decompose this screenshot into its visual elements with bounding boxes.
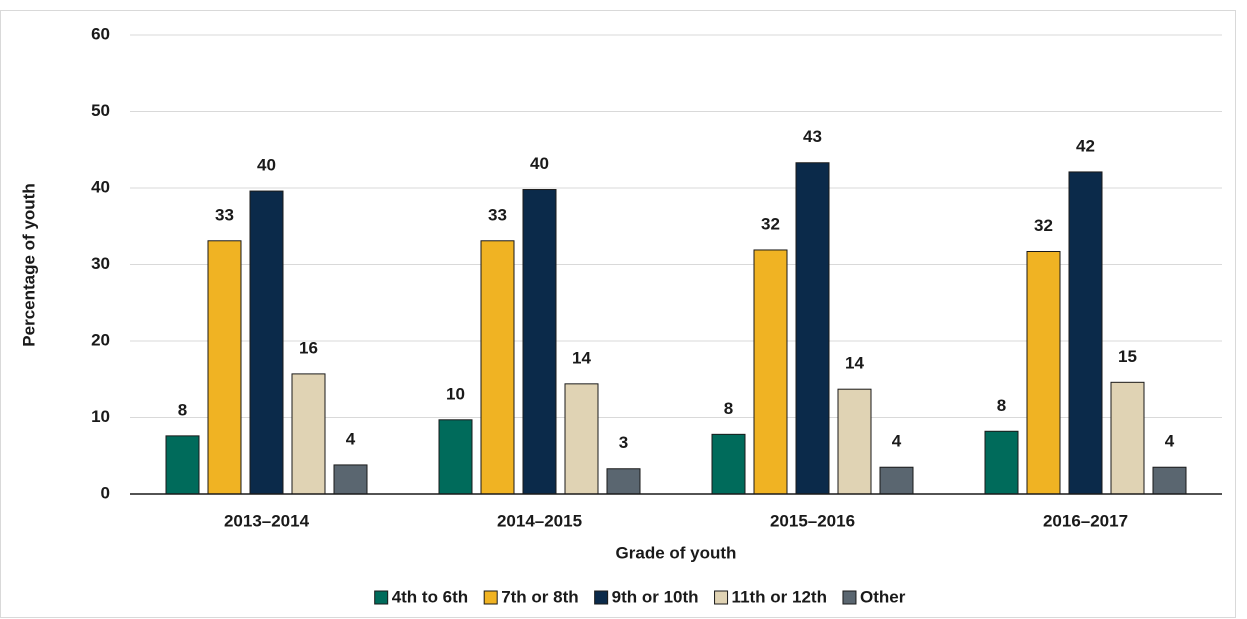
legend-label: 4th to 6th bbox=[392, 587, 469, 606]
legend-swatch bbox=[594, 590, 609, 605]
bar bbox=[249, 190, 284, 495]
bar bbox=[1152, 466, 1187, 495]
bar bbox=[795, 162, 830, 495]
legend-swatch bbox=[374, 590, 389, 605]
value-label: 33 bbox=[488, 205, 507, 224]
bar bbox=[333, 464, 368, 495]
legend-label: 7th or 8th bbox=[501, 587, 578, 606]
bar bbox=[879, 466, 914, 495]
bar bbox=[438, 419, 473, 495]
value-label: 33 bbox=[215, 205, 234, 224]
value-label: 10 bbox=[446, 384, 465, 403]
bar bbox=[984, 430, 1019, 495]
y-tick-label: 20 bbox=[91, 330, 110, 349]
value-label: 8 bbox=[178, 400, 187, 419]
y-tick-label: 40 bbox=[91, 177, 110, 196]
value-label: 3 bbox=[619, 433, 628, 452]
bar bbox=[480, 240, 515, 495]
bar bbox=[564, 383, 599, 495]
y-tick-label: 10 bbox=[91, 407, 110, 426]
value-label: 8 bbox=[724, 399, 733, 418]
value-label: 15 bbox=[1118, 347, 1137, 366]
x-tick-label: 2014–2015 bbox=[497, 511, 582, 530]
chart-border bbox=[0, 10, 1236, 618]
legend-label: Other bbox=[860, 587, 906, 606]
y-axis-title: Percentage of youth bbox=[19, 183, 38, 346]
bar bbox=[606, 468, 641, 495]
bar bbox=[1110, 381, 1145, 495]
value-label: 16 bbox=[299, 338, 318, 357]
value-label: 32 bbox=[1034, 216, 1053, 235]
value-label: 4 bbox=[346, 429, 356, 448]
value-label: 40 bbox=[530, 154, 549, 173]
bar bbox=[207, 240, 242, 495]
bar bbox=[1026, 250, 1061, 495]
legend-swatch bbox=[483, 590, 498, 605]
y-tick-label: 0 bbox=[101, 483, 110, 502]
y-tick-label: 50 bbox=[91, 101, 110, 120]
value-label: 4 bbox=[1165, 432, 1175, 451]
x-axis-title: Grade of youth bbox=[616, 543, 737, 562]
bar bbox=[522, 189, 557, 495]
y-tick-label: 30 bbox=[91, 254, 110, 273]
legend-swatch bbox=[842, 590, 857, 605]
value-label: 42 bbox=[1076, 136, 1095, 155]
bar bbox=[1068, 171, 1103, 495]
value-label: 14 bbox=[572, 348, 591, 367]
legend-swatch bbox=[714, 590, 729, 605]
value-label: 32 bbox=[761, 214, 780, 233]
x-tick-label: 2013–2014 bbox=[224, 511, 310, 530]
bar bbox=[837, 388, 872, 495]
x-tick-label: 2016–2017 bbox=[1043, 511, 1128, 530]
value-label: 43 bbox=[803, 127, 822, 146]
y-tick-label: 60 bbox=[91, 24, 110, 43]
value-label: 14 bbox=[845, 354, 864, 373]
bar bbox=[165, 435, 200, 495]
value-label: 40 bbox=[257, 156, 276, 175]
legend-label: 9th or 10th bbox=[612, 587, 699, 606]
value-label: 4 bbox=[892, 432, 902, 451]
value-label: 8 bbox=[997, 396, 1006, 415]
bar bbox=[753, 249, 788, 495]
bar bbox=[711, 433, 746, 495]
legend-label: 11th or 12th bbox=[732, 587, 827, 606]
bar bbox=[291, 373, 326, 495]
x-tick-label: 2015–2016 bbox=[770, 511, 855, 530]
